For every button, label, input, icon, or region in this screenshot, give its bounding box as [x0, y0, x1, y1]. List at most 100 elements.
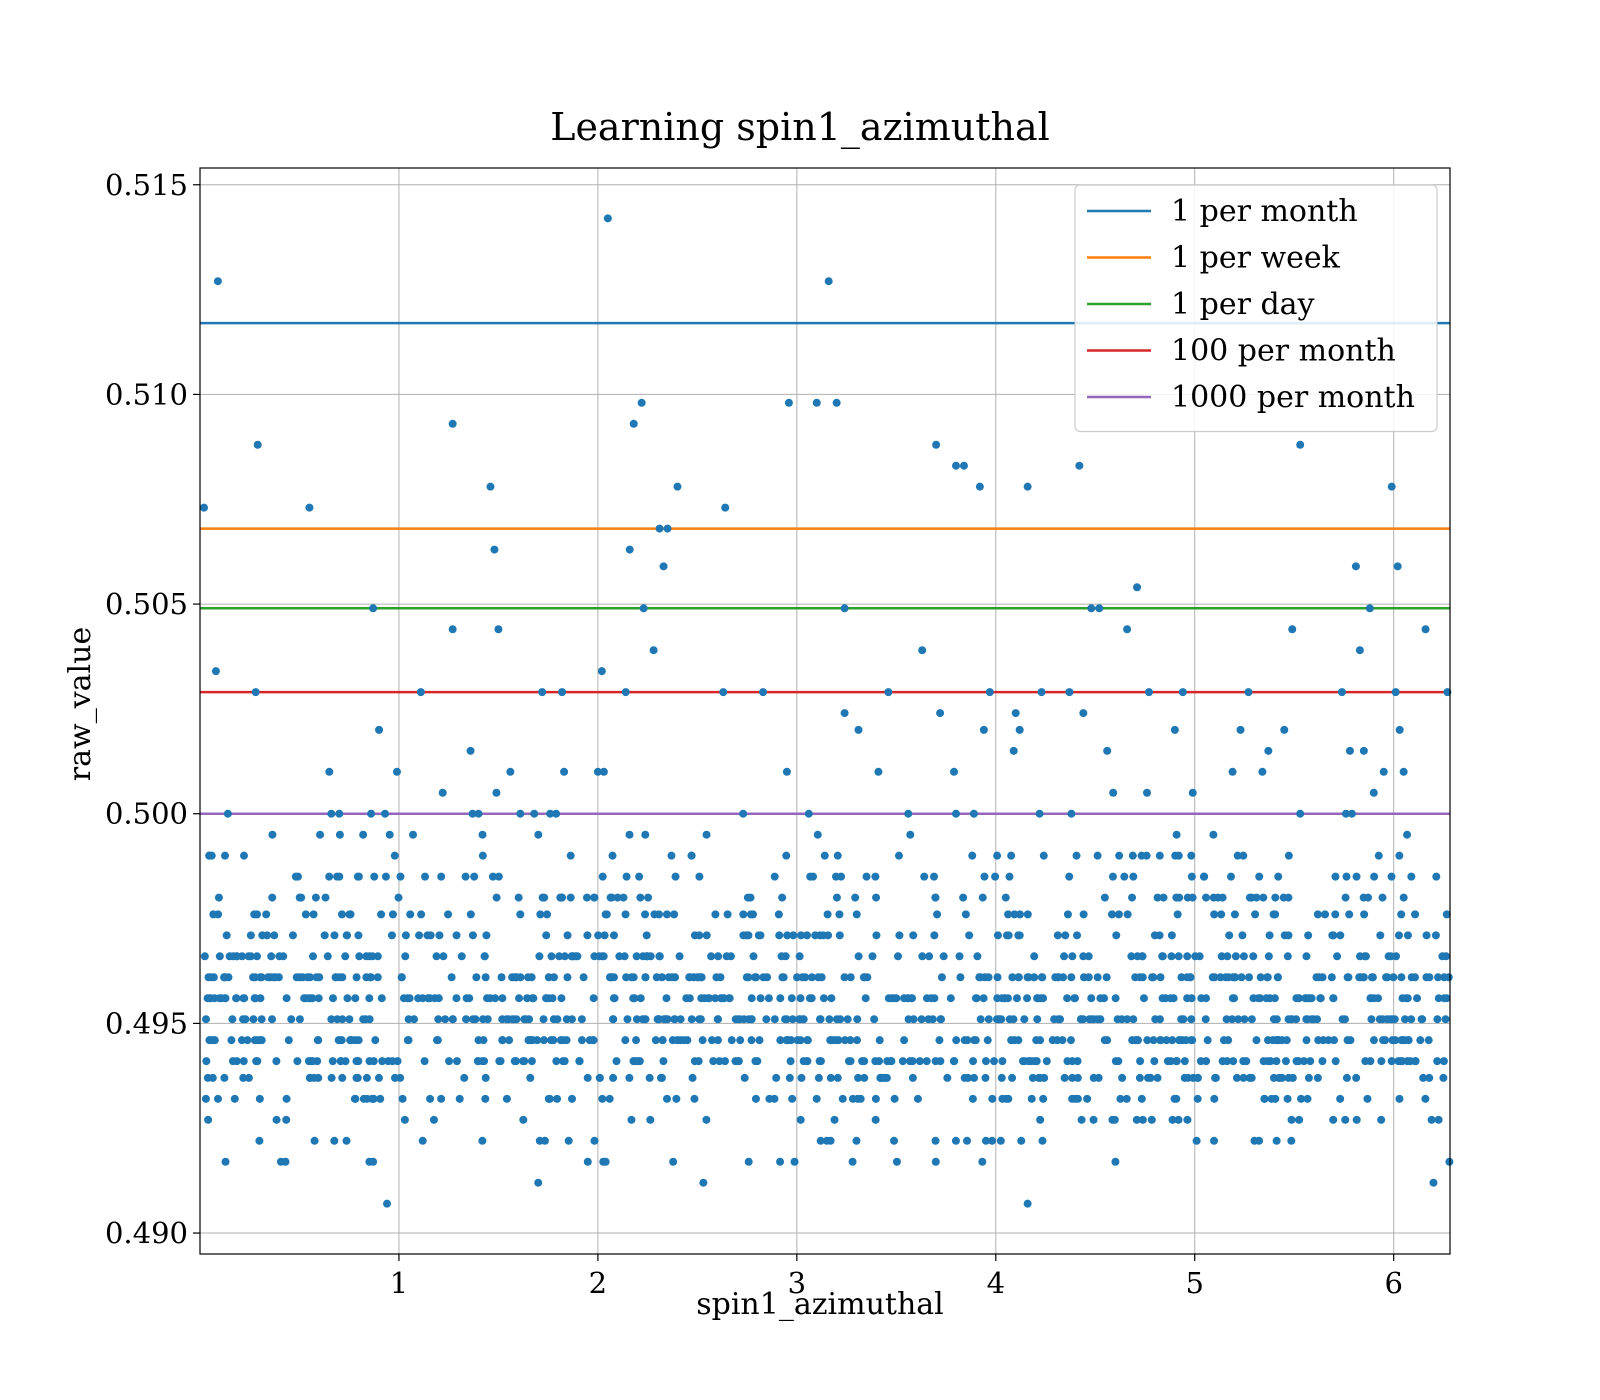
- data-point: [698, 1036, 707, 1045]
- data-point: [249, 1015, 258, 1024]
- data-point: [1226, 872, 1235, 881]
- x-tick-label: 3: [788, 1266, 806, 1300]
- data-point: [1239, 1073, 1248, 1082]
- data-point: [1039, 851, 1048, 860]
- data-point: [776, 1036, 785, 1045]
- data-point: [205, 1036, 214, 1045]
- data-point: [853, 1015, 862, 1024]
- data-point: [1403, 1057, 1412, 1066]
- data-point: [1020, 1015, 1029, 1024]
- data-point: [747, 1015, 756, 1024]
- data-point: [1247, 1015, 1256, 1024]
- data-point: [306, 973, 315, 982]
- data-point: [813, 830, 822, 839]
- data-point: [997, 1015, 1006, 1024]
- data-point: [466, 910, 475, 919]
- data-point: [644, 893, 653, 902]
- data-point: [711, 994, 720, 1003]
- data-point: [1376, 931, 1385, 940]
- data-point: [846, 973, 855, 982]
- data-point: [1269, 910, 1278, 919]
- data-point: [1292, 994, 1301, 1003]
- data-point: [367, 809, 376, 818]
- data-point: [931, 1136, 940, 1145]
- data-point: [1345, 910, 1354, 919]
- data-point: [1331, 872, 1340, 881]
- data-point: [492, 788, 501, 797]
- data-point: [1196, 1057, 1205, 1066]
- data-point: [1336, 931, 1345, 940]
- x-tick-label: 4: [987, 1266, 1005, 1300]
- data-point: [1155, 851, 1164, 860]
- legend-label: 1000 per month: [1171, 380, 1415, 415]
- data-point: [1252, 893, 1261, 902]
- data-point: [831, 872, 840, 881]
- data-point: [961, 910, 970, 919]
- data-point: [742, 973, 751, 982]
- data-point: [642, 931, 651, 940]
- data-point: [1333, 952, 1342, 961]
- data-point: [1313, 910, 1322, 919]
- data-point: [1010, 1036, 1019, 1045]
- data-point: [387, 931, 396, 940]
- data-point: [1255, 1136, 1264, 1145]
- data-point: [852, 1136, 861, 1145]
- data-point: [830, 1115, 839, 1124]
- data-point: [328, 1057, 337, 1066]
- data-point: [1363, 1094, 1372, 1103]
- data-point: [609, 931, 618, 940]
- data-point: [952, 1036, 961, 1045]
- data-point: [250, 1036, 259, 1045]
- data-point: [199, 503, 208, 512]
- data-point: [210, 994, 219, 1003]
- data-point: [209, 910, 218, 919]
- data-point: [928, 1015, 937, 1024]
- data-point: [1035, 809, 1044, 818]
- data-point: [468, 1015, 477, 1024]
- data-point: [498, 1036, 507, 1045]
- data-point: [998, 994, 1007, 1003]
- data-point: [968, 851, 977, 860]
- data-point: [998, 1057, 1007, 1066]
- data-point: [1177, 973, 1186, 982]
- data-point: [975, 973, 984, 982]
- x-tick-label: 6: [1384, 1266, 1402, 1300]
- data-point: [955, 952, 964, 961]
- data-point: [1172, 1057, 1181, 1066]
- data-point: [1233, 851, 1242, 860]
- data-point: [827, 994, 836, 1003]
- data-point: [915, 1057, 924, 1066]
- data-point: [1132, 1036, 1141, 1045]
- data-point: [425, 994, 434, 1003]
- data-point: [598, 872, 607, 881]
- data-point: [1066, 1036, 1075, 1045]
- data-point: [1264, 746, 1273, 755]
- data-point: [341, 952, 350, 961]
- data-point: [755, 1036, 764, 1045]
- data-point: [627, 1115, 636, 1124]
- data-point: [1295, 1115, 1304, 1124]
- data-point: [1150, 931, 1159, 940]
- data-point: [381, 809, 390, 818]
- data-point: [656, 1073, 665, 1082]
- data-point: [826, 1073, 835, 1082]
- data-point: [1214, 893, 1223, 902]
- data-point: [416, 688, 425, 697]
- data-point: [488, 872, 497, 881]
- data-point: [676, 1015, 685, 1024]
- data-point: [662, 994, 671, 1003]
- data-point: [814, 1073, 823, 1082]
- data-point: [1344, 973, 1353, 982]
- data-point: [1085, 1015, 1094, 1024]
- data-point: [1370, 872, 1379, 881]
- data-point: [1302, 1036, 1311, 1045]
- data-point: [875, 1036, 884, 1045]
- data-point: [1112, 931, 1121, 940]
- data-point: [1238, 931, 1247, 940]
- data-point: [415, 931, 424, 940]
- data-point: [1387, 482, 1396, 491]
- data-point: [1079, 973, 1088, 982]
- data-point: [1222, 1015, 1231, 1024]
- data-point: [579, 973, 588, 982]
- data-point: [478, 830, 487, 839]
